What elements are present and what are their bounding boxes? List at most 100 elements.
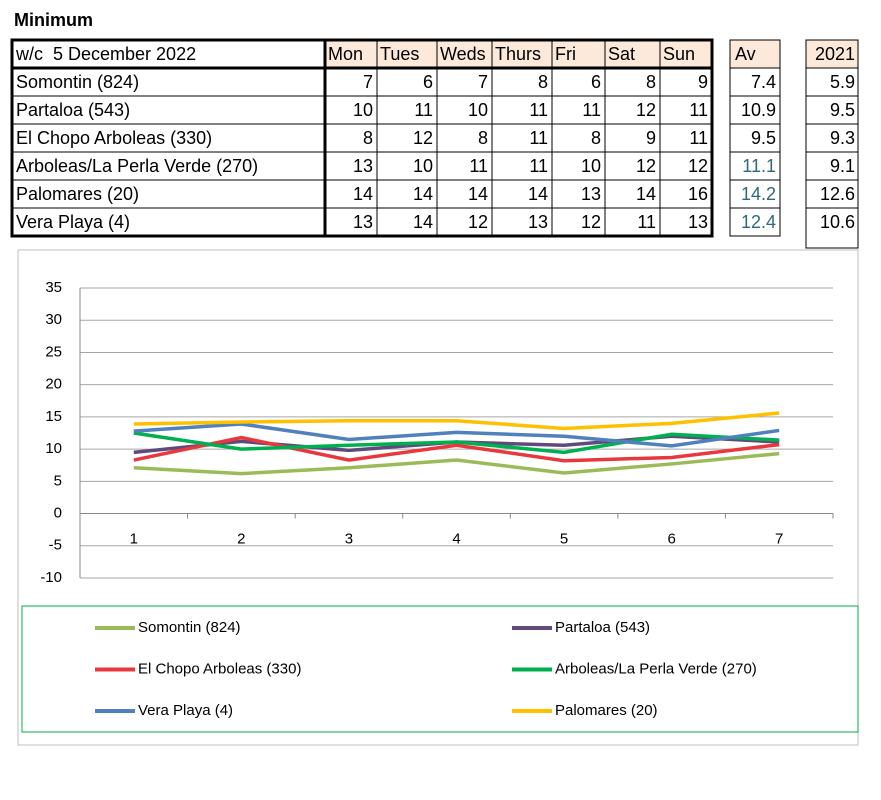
day-header: Thurs	[495, 44, 541, 64]
cell-value: 13	[528, 212, 548, 232]
day-header: Fri	[555, 44, 576, 64]
station-name: Palomares (20)	[16, 184, 139, 204]
av-value: 9.5	[751, 128, 776, 148]
x-tick-label: 1	[130, 531, 138, 548]
cell-value: 14	[528, 184, 548, 204]
cell-value: 14	[468, 184, 488, 204]
av-value: 14.2	[741, 184, 776, 204]
cell-value: 8	[363, 128, 373, 148]
cell-value: 12	[688, 156, 708, 176]
cell-value: 14	[413, 212, 433, 232]
av-border	[729, 39, 781, 237]
y-tick-label: -10	[40, 569, 62, 586]
header-cell	[492, 40, 552, 68]
x-tick-label: 6	[667, 531, 675, 548]
cell-value: 11	[529, 156, 548, 176]
header-cell	[605, 40, 660, 68]
legend	[21, 605, 859, 733]
prev-value: 9.3	[830, 128, 855, 148]
sheet-title: Minimum	[14, 10, 93, 30]
cell-value: 6	[591, 72, 601, 92]
series-line	[133, 422, 780, 448]
header-cell	[806, 40, 858, 68]
cell-value: 10	[468, 100, 488, 120]
series-line	[133, 435, 780, 463]
station-name: Partaloa (543)	[16, 100, 130, 120]
legend-label: Somontin (824)	[138, 619, 241, 636]
x-tick-label: 4	[452, 531, 460, 548]
av-header: Av	[735, 44, 756, 64]
header-cell	[325, 40, 377, 68]
x-tick-label: 5	[560, 531, 568, 548]
cell-value: 11	[469, 156, 488, 176]
cell-value: 8	[478, 128, 488, 148]
x-tick-label: 7	[775, 531, 783, 548]
station-name: Vera Playa (4)	[16, 212, 130, 232]
cell-value: 11	[689, 100, 708, 120]
series-line	[133, 411, 780, 431]
week-label: w/c 5 December 2022	[15, 44, 196, 64]
cell-value: 11	[689, 128, 708, 148]
prev-value: 5.9	[830, 72, 855, 92]
cell-value: 13	[353, 212, 373, 232]
station-name: El Chopo Arboleas (330)	[16, 128, 212, 148]
table-border	[10, 38, 714, 238]
cell-value: 10	[581, 156, 601, 176]
cell-value: 12	[581, 212, 601, 232]
y-tick-label: 25	[45, 343, 62, 360]
cell-value: 6	[423, 72, 433, 92]
header-cell	[377, 40, 437, 68]
av-value: 7.4	[751, 72, 776, 92]
day-header: Tues	[380, 44, 419, 64]
cell-value: 9	[646, 128, 656, 148]
y-tick-label: 35	[45, 279, 62, 296]
prev-value: 10.6	[820, 212, 855, 232]
cell-value: 7	[478, 72, 488, 92]
day-header: Weds	[440, 44, 486, 64]
cell-value: 12	[413, 128, 433, 148]
y-tick-label: 5	[54, 472, 62, 489]
header-cell	[437, 40, 492, 68]
cell-value: 13	[353, 156, 373, 176]
cell-value: 8	[538, 72, 548, 92]
y-tick-label: 20	[45, 376, 62, 393]
cell-value: 16	[688, 184, 708, 204]
header-cell	[552, 40, 605, 68]
cell-value: 11	[529, 128, 548, 148]
series-line	[133, 451, 780, 476]
prev-border	[805, 39, 859, 249]
day-header: Mon	[328, 44, 363, 64]
day-header: Sat	[608, 44, 635, 64]
chart-area	[17, 249, 859, 746]
y-tick-label: -5	[49, 537, 62, 554]
cell-value: 14	[636, 184, 656, 204]
cell-value: 13	[688, 212, 708, 232]
prev-value: 12.6	[820, 184, 855, 204]
prev-value: 9.1	[830, 156, 855, 176]
cell-value: 11	[637, 212, 656, 232]
av-value: 10.9	[741, 100, 776, 120]
x-tick-label: 3	[345, 531, 353, 548]
cell-value: 11	[529, 100, 548, 120]
y-tick-label: 0	[54, 505, 62, 522]
cell-value: 7	[363, 72, 373, 92]
y-tick-label: 30	[45, 311, 62, 328]
y-tick-label: 10	[45, 440, 62, 457]
cell-value: 13	[581, 184, 601, 204]
cell-value: 10	[413, 156, 433, 176]
cell-value: 12	[636, 100, 656, 120]
prev-header: 2021	[815, 44, 855, 64]
prev-value: 9.5	[830, 100, 855, 120]
cell-value: 14	[413, 184, 433, 204]
cell-value: 8	[591, 128, 601, 148]
legend-label: Arboleas/La Perla Verde (270)	[555, 660, 757, 677]
station-name: Somontin (824)	[16, 72, 139, 92]
header-cell	[730, 40, 780, 68]
cell-value: 11	[582, 100, 601, 120]
cell-value: 14	[353, 184, 373, 204]
legend-label: Palomares (20)	[555, 702, 658, 719]
series-line	[133, 431, 780, 455]
x-tick-label: 2	[237, 531, 245, 548]
